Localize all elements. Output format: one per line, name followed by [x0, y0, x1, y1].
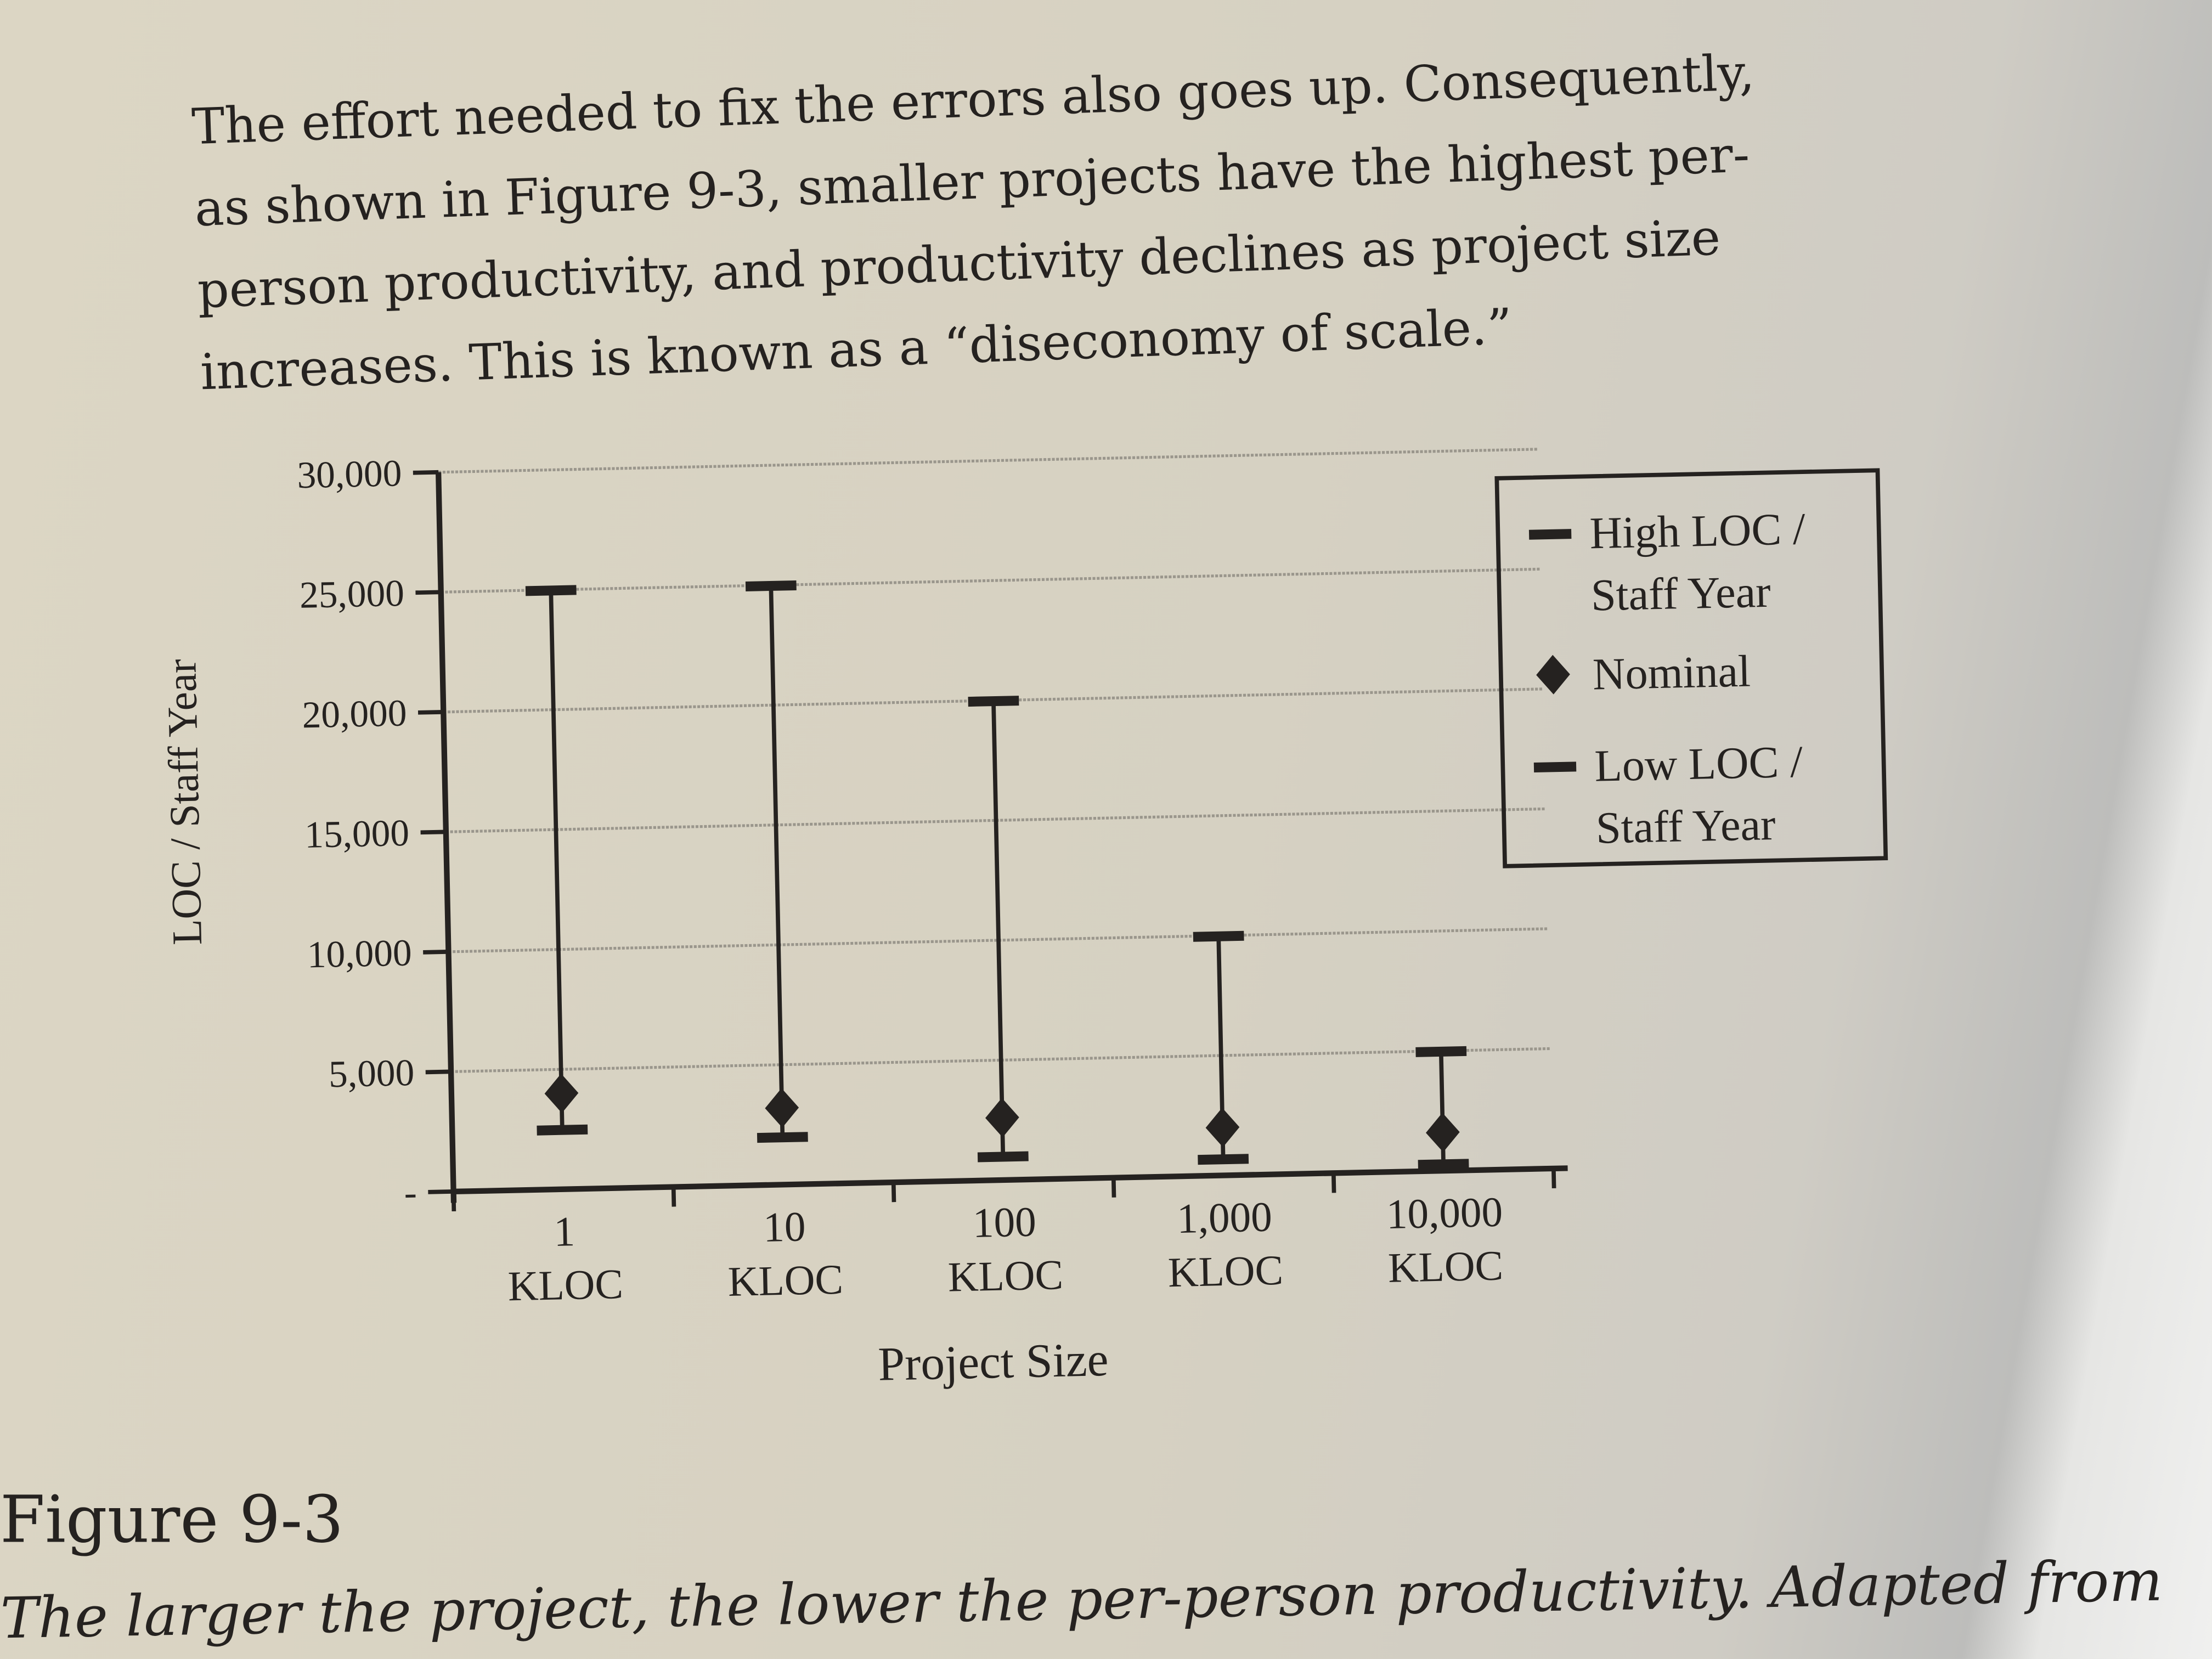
x-tick-label: 1,000 [1176, 1193, 1272, 1243]
nominal-marker [1205, 1108, 1240, 1148]
high-marker [1193, 930, 1244, 942]
x-tick-label: 100 [972, 1198, 1036, 1246]
legend-dash-icon [1533, 761, 1577, 772]
nominal-marker [1426, 1113, 1460, 1153]
y-tick [425, 1069, 452, 1075]
legend-diamond-icon [1536, 654, 1570, 695]
x-tick-label: KLOC [1387, 1242, 1504, 1291]
legend-label: Staff Year [1590, 567, 1771, 620]
nominal-marker [544, 1073, 579, 1113]
x-tick-label: KLOC [1167, 1246, 1284, 1296]
gridline [438, 448, 1539, 474]
range-line [549, 590, 565, 1130]
y-tick-label: 25,000 [299, 572, 404, 617]
low-marker [1198, 1154, 1249, 1165]
y-axis [436, 472, 457, 1203]
low-marker [1418, 1159, 1469, 1170]
y-axis-label: LOC / Staff Year [157, 659, 211, 946]
x-tick-label: KLOC [727, 1256, 844, 1305]
body-paragraph: The effort needed to fix the errors also… [190, 29, 1880, 415]
y-tick-label: - [404, 1171, 417, 1214]
nominal-marker [985, 1098, 1019, 1138]
legend-label: Nominal [1592, 646, 1751, 699]
figure-label: Figure 9-3 [0, 1481, 344, 1558]
legend: High LOC / Staff Year Nominal Low LOC / Staf… [1494, 468, 1888, 868]
productivity-chart: - 5,000 10,000 15,000 20,000 25,000 30,000 1 KLO… [157, 448, 1888, 1391]
y-tick [413, 470, 439, 475]
figure-caption: The larger the project, the lower the pe… [0, 1549, 2163, 1652]
x-tick-label: 10,000 [1386, 1188, 1503, 1238]
legend-label: Low LOC / [1594, 737, 1803, 791]
y-tick-label: 20,000 [302, 692, 407, 736]
legend-dash-icon [1528, 529, 1572, 540]
legend-label: High LOC / [1589, 504, 1806, 558]
range-line [769, 585, 785, 1137]
range-line [991, 700, 1006, 1156]
x-tick-label: KLOC [947, 1251, 1064, 1300]
high-marker [1415, 1046, 1467, 1057]
x-tick-label: KLOC [507, 1260, 624, 1310]
y-tick-label: 10,000 [307, 932, 412, 976]
x-tick-label: 1 [554, 1207, 575, 1255]
low-marker [537, 1124, 588, 1136]
legend-label: Staff Year [1595, 799, 1776, 853]
y-tick-label: 30,000 [297, 452, 402, 496]
y-tick-label: 15,000 [304, 812, 409, 856]
low-marker [757, 1132, 808, 1143]
x-axis-label: Project Size [878, 1333, 1109, 1391]
x-axis [453, 1165, 1568, 1195]
high-marker [968, 696, 1019, 707]
nominal-marker [765, 1088, 799, 1128]
y-tick [417, 709, 444, 715]
high-marker [745, 580, 797, 591]
y-tick-label: 5,000 [328, 1052, 415, 1096]
gridline [441, 567, 1542, 594]
legend-box [1494, 468, 1888, 868]
low-marker [977, 1151, 1029, 1163]
high-marker [525, 585, 577, 596]
x-tick-label: 10 [763, 1203, 806, 1251]
